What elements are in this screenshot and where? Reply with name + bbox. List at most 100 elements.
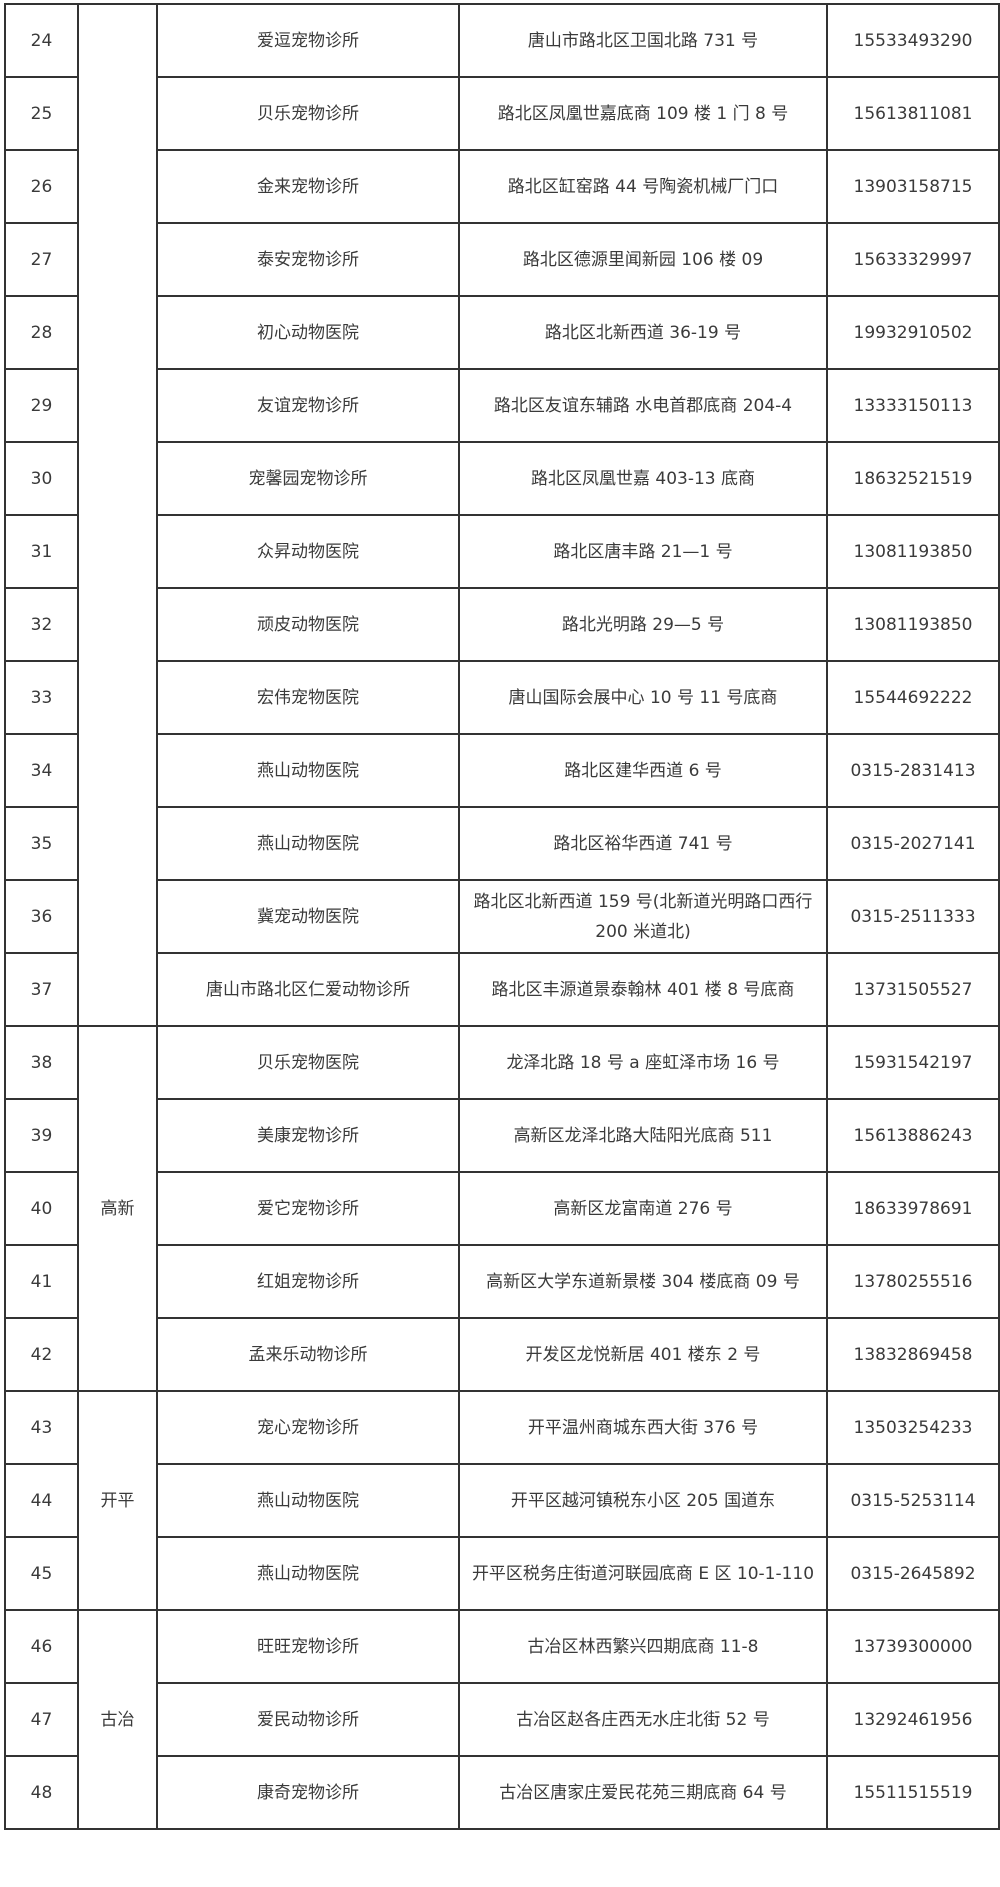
clinic-phone: 13780255516 [826, 1244, 1000, 1319]
clinic-phone: 15544692222 [826, 660, 1000, 735]
table-row: 45 燕山动物医院 开平区税务庄街道河联园底商 E 区 10-1-110 0315-2… [4, 1536, 1000, 1611]
clinic-phone: 15613886243 [826, 1098, 1000, 1173]
table-row: 37 唐山市路北区仁爱动物诊所 路北区丰源道景泰翰林 401 楼 8 号底商 1373… [4, 952, 1000, 1027]
clinic-name: 红姐宠物诊所 [156, 1244, 460, 1319]
clinic-phone: 15511515519 [826, 1755, 1000, 1830]
row-number: 25 [4, 76, 79, 151]
table-row: 26 金来宠物诊所 路北区缸窑路 44 号陶瓷机械厂门口 13903158715 [4, 149, 1000, 224]
clinic-phone: 13731505527 [826, 952, 1000, 1027]
clinic-address: 开平区越河镇税东小区 205 国道东 [458, 1463, 828, 1538]
table-row: 27 泰安宠物诊所 路北区德源里闻新园 106 楼 09 15633329997 [4, 222, 1000, 297]
clinic-address: 古冶区唐家庄爱民花苑三期底商 64 号 [458, 1755, 828, 1830]
clinic-name: 初心动物医院 [156, 295, 460, 370]
clinic-address: 路北区裕华西道 741 号 [458, 806, 828, 881]
table-row: 42 孟来乐动物诊所 开发区龙悦新居 401 楼东 2 号 13832869458 [4, 1317, 1000, 1392]
table-row: 41 红姐宠物诊所 高新区大学东道新景楼 304 楼底商 09 号 137802555… [4, 1244, 1000, 1319]
table-row: 28 初心动物医院 路北区北新西道 36-19 号 19932910502 [4, 295, 1000, 370]
clinic-name: 冀宠动物医院 [156, 879, 460, 954]
table-row: 36 冀宠动物医院 路北区北新西道 159 号(北新道光明路口西行 200 米道北)… [4, 879, 1000, 954]
row-number: 40 [4, 1171, 79, 1246]
clinic-address: 路北区凤凰世嘉底商 109 楼 1 门 8 号 [458, 76, 828, 151]
clinic-name: 旺旺宠物诊所 [156, 1609, 460, 1684]
clinic-address: 古冶区林西繁兴四期底商 11-8 [458, 1609, 828, 1684]
clinic-address: 路北区友谊东辅路 水电首郡底商 204-4 [458, 368, 828, 443]
clinic-phone: 13903158715 [826, 149, 1000, 224]
clinic-phone: 13292461956 [826, 1682, 1000, 1757]
clinic-address: 高新区龙泽北路大陆阳光底商 511 [458, 1098, 828, 1173]
clinic-phone: 0315-5253114 [826, 1463, 1000, 1538]
row-number: 29 [4, 368, 79, 443]
row-number: 38 [4, 1025, 79, 1100]
clinic-address: 高新区大学东道新景楼 304 楼底商 09 号 [458, 1244, 828, 1319]
clinic-name: 众昇动物医院 [156, 514, 460, 589]
district-cell: 开平 [77, 1390, 158, 1611]
clinic-address: 路北区德源里闻新园 106 楼 09 [458, 222, 828, 297]
clinic-phone: 15533493290 [826, 3, 1000, 78]
clinic-name: 孟来乐动物诊所 [156, 1317, 460, 1392]
table-row: 44 燕山动物医院 开平区越河镇税东小区 205 国道东 0315-5253114 [4, 1463, 1000, 1538]
clinic-address: 唐山市路北区卫国北路 731 号 [458, 3, 828, 78]
clinic-name: 宏伟宠物医院 [156, 660, 460, 735]
clinic-address: 路北区缸窑路 44 号陶瓷机械厂门口 [458, 149, 828, 224]
row-number: 41 [4, 1244, 79, 1319]
clinic-table-body: 24 爱逗宠物诊所 唐山市路北区卫国北路 731 号 15533493290 25 贝乐宠… [4, 3, 1000, 1830]
row-number: 34 [4, 733, 79, 808]
clinic-address: 路北区建华西道 6 号 [458, 733, 828, 808]
row-number: 43 [4, 1390, 79, 1465]
clinic-name: 美康宠物诊所 [156, 1098, 460, 1173]
table-row: 31 众昇动物医院 路北区唐丰路 21—1 号 13081193850 [4, 514, 1000, 589]
clinic-name: 爱民动物诊所 [156, 1682, 460, 1757]
clinic-phone: 0315-2511333 [826, 879, 1000, 954]
row-number: 24 [4, 3, 79, 78]
clinic-phone: 13081193850 [826, 514, 1000, 589]
clinic-address: 路北区唐丰路 21—1 号 [458, 514, 828, 589]
table-row: 30 宠馨园宠物诊所 路北区凤凰世嘉 403-13 底商 18632521519 [4, 441, 1000, 516]
clinic-address: 路北光明路 29—5 号 [458, 587, 828, 662]
clinic-phone: 0315-2027141 [826, 806, 1000, 881]
clinic-address: 高新区龙富南道 276 号 [458, 1171, 828, 1246]
clinic-phone: 0315-2831413 [826, 733, 1000, 808]
clinic-name: 燕山动物医院 [156, 733, 460, 808]
table-row: 34 燕山动物医院 路北区建华西道 6 号 0315-2831413 [4, 733, 1000, 808]
row-number: 48 [4, 1755, 79, 1830]
clinic-phone: 13081193850 [826, 587, 1000, 662]
row-number: 44 [4, 1463, 79, 1538]
table-row: 32 顽皮动物医院 路北光明路 29—5 号 13081193850 [4, 587, 1000, 662]
clinic-address: 唐山国际会展中心 10 号 11 号底商 [458, 660, 828, 735]
clinic-name: 燕山动物医院 [156, 806, 460, 881]
clinic-address: 龙泽北路 18 号 a 座虹泽市场 16 号 [458, 1025, 828, 1100]
table-row: 38 高新 贝乐宠物医院 龙泽北路 18 号 a 座虹泽市场 16 号 15931542… [4, 1025, 1000, 1392]
clinic-name: 金来宠物诊所 [156, 149, 460, 224]
row-number: 32 [4, 587, 79, 662]
table-row: 29 友谊宠物诊所 路北区友谊东辅路 水电首郡底商 204-4 13333150113 [4, 368, 1000, 443]
clinic-address: 路北区北新西道 36-19 号 [458, 295, 828, 370]
row-number: 45 [4, 1536, 79, 1611]
table-row: 39 美康宠物诊所 高新区龙泽北路大陆阳光底商 511 15613886243 [4, 1098, 1000, 1173]
row-number: 28 [4, 295, 79, 370]
table-row: 33 宏伟宠物医院 唐山国际会展中心 10 号 11 号底商 15544692222 [4, 660, 1000, 735]
district-cell: 古冶 [77, 1609, 158, 1830]
table-row: 47 爱民动物诊所 古冶区赵各庄西无水庄北街 52 号 13292461956 [4, 1682, 1000, 1757]
clinic-phone: 18632521519 [826, 441, 1000, 516]
clinic-phone: 13739300000 [826, 1609, 1000, 1684]
clinic-table: 24 爱逗宠物诊所 唐山市路北区卫国北路 731 号 15533493290 25 贝乐宠… [4, 3, 1000, 1830]
row-number: 26 [4, 149, 79, 224]
district-cell [77, 3, 158, 1027]
clinic-name: 爱逗宠物诊所 [156, 3, 460, 78]
clinic-phone: 13832869458 [826, 1317, 1000, 1392]
clinic-name: 唐山市路北区仁爱动物诊所 [156, 952, 460, 1027]
table-row: 48 康奇宠物诊所 古冶区唐家庄爱民花苑三期底商 64 号 15511515519 [4, 1755, 1000, 1830]
clinic-address: 路北区凤凰世嘉 403-13 底商 [458, 441, 828, 516]
clinic-name: 宠馨园宠物诊所 [156, 441, 460, 516]
clinic-name: 贝乐宠物诊所 [156, 76, 460, 151]
table-row: 25 贝乐宠物诊所 路北区凤凰世嘉底商 109 楼 1 门 8 号 156138110… [4, 76, 1000, 151]
row-number: 37 [4, 952, 79, 1027]
table-row: 43 开平 宠心宠物诊所 开平温州商城东西大街 376 号 13503254233 [4, 1390, 1000, 1611]
clinic-name: 燕山动物医院 [156, 1463, 460, 1538]
clinic-phone: 13333150113 [826, 368, 1000, 443]
row-number: 27 [4, 222, 79, 297]
clinic-phone: 19932910502 [826, 295, 1000, 370]
row-number: 33 [4, 660, 79, 735]
clinic-phone: 18633978691 [826, 1171, 1000, 1246]
clinic-address: 开发区龙悦新居 401 楼东 2 号 [458, 1317, 828, 1392]
